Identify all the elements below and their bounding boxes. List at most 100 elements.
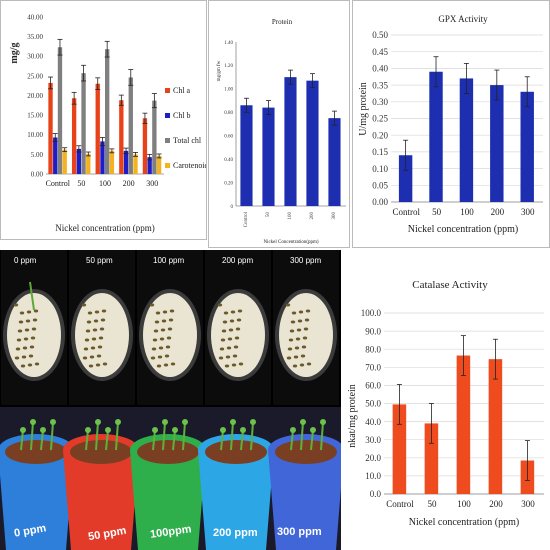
x-tick-label: 200 bbox=[310, 212, 315, 220]
y-tick-label: 0.60 bbox=[224, 134, 233, 139]
seed bbox=[296, 328, 302, 332]
seed bbox=[95, 363, 101, 367]
bucket bbox=[130, 450, 206, 550]
plant-leaf bbox=[230, 419, 236, 425]
chart-title: Protein bbox=[272, 18, 293, 26]
seed bbox=[92, 328, 98, 332]
seed bbox=[238, 362, 244, 366]
y-tick-label: 0.20 bbox=[224, 181, 233, 186]
plant-leaf bbox=[182, 419, 188, 425]
seed bbox=[31, 327, 37, 331]
bar bbox=[48, 82, 53, 174]
seed bbox=[165, 345, 171, 349]
bar bbox=[429, 71, 443, 203]
x-tick-label: Control bbox=[46, 179, 71, 188]
bucket-soil bbox=[275, 440, 337, 464]
bucket-label: 300 ppm bbox=[277, 526, 322, 538]
seed bbox=[226, 346, 232, 350]
plant-leaf bbox=[172, 427, 178, 433]
bar bbox=[284, 77, 297, 207]
legend-label: Total chl bbox=[173, 136, 202, 145]
y-tick-label: 40.00 bbox=[27, 13, 43, 21]
bar bbox=[240, 105, 253, 206]
bucket-label: 200 ppm bbox=[213, 527, 258, 539]
seed bbox=[231, 363, 237, 367]
plant bbox=[250, 421, 254, 451]
seed bbox=[152, 338, 158, 342]
y-tick-label: 30.0 bbox=[365, 435, 381, 445]
y-tick-label: 90.0 bbox=[365, 326, 381, 336]
bar bbox=[152, 100, 157, 174]
plant-leaf bbox=[300, 419, 306, 425]
legend-label: Chl a bbox=[173, 86, 191, 95]
plant-leaf bbox=[105, 427, 111, 433]
bar bbox=[109, 150, 115, 174]
seed bbox=[81, 303, 87, 307]
x-tick-label: Control bbox=[392, 207, 420, 217]
seed bbox=[294, 346, 300, 350]
seed bbox=[98, 336, 104, 340]
petri-label: 50 ppm bbox=[86, 256, 113, 265]
bar bbox=[105, 49, 110, 175]
plant-leaf bbox=[50, 419, 56, 425]
plant-leaf bbox=[310, 427, 316, 433]
seed bbox=[166, 336, 172, 340]
chart-title: Catalase Activity bbox=[412, 279, 488, 291]
plant-leaf bbox=[320, 419, 326, 425]
seed bbox=[84, 338, 90, 342]
seed bbox=[160, 328, 166, 332]
seed bbox=[15, 347, 21, 351]
legend-swatch bbox=[165, 163, 170, 168]
bucket bbox=[63, 450, 139, 550]
y-tick-label: 0.35 bbox=[372, 80, 388, 90]
plant bbox=[182, 421, 186, 451]
petri-label: 0 ppm bbox=[14, 256, 37, 265]
seed bbox=[94, 310, 100, 314]
x-tick-label: 50 bbox=[432, 207, 442, 217]
x-tick-label: 50 bbox=[428, 499, 438, 509]
bar bbox=[156, 155, 162, 174]
y-tick-label: 0.10 bbox=[372, 164, 388, 174]
seed bbox=[230, 310, 236, 314]
bar bbox=[76, 148, 82, 174]
seed bbox=[21, 355, 27, 359]
y-tick-label: 15.00 bbox=[27, 112, 43, 120]
seed bbox=[154, 320, 160, 324]
bar bbox=[53, 137, 58, 174]
bucket-soil bbox=[70, 440, 132, 464]
bar bbox=[123, 150, 129, 174]
y-tick-label: 80.0 bbox=[365, 344, 381, 354]
x-tick-label: 300 bbox=[521, 499, 535, 509]
legend-swatch bbox=[165, 88, 170, 93]
bar bbox=[133, 154, 138, 174]
plant bbox=[115, 421, 119, 451]
seed bbox=[301, 345, 307, 349]
plant bbox=[320, 421, 324, 451]
gpx-chart-panel: 0.00 0.05 0.10 0.15 0.20 0.25 0.30 0.35 0.40 0.45… bbox=[352, 0, 550, 248]
x-tick-label: 300 bbox=[332, 212, 337, 220]
y-tick-label: 1.00 bbox=[224, 88, 233, 93]
plant-leaf bbox=[20, 427, 26, 433]
seed bbox=[28, 354, 34, 358]
sprout bbox=[29, 281, 35, 311]
y-tick-label: 10.00 bbox=[27, 131, 43, 139]
bar bbox=[142, 118, 148, 174]
seed bbox=[85, 329, 91, 333]
seed bbox=[26, 310, 32, 314]
plant bbox=[85, 429, 89, 451]
legend-swatch bbox=[165, 138, 170, 143]
y-tick-label: 25.00 bbox=[27, 72, 43, 80]
plant-leaf bbox=[162, 419, 168, 425]
seed bbox=[14, 356, 20, 360]
plant bbox=[300, 421, 304, 451]
plant bbox=[172, 429, 176, 451]
seed bbox=[228, 328, 234, 332]
seed bbox=[151, 347, 157, 351]
bar bbox=[57, 47, 63, 174]
y-tick-label: 0.0 bbox=[370, 489, 382, 499]
plant bbox=[30, 421, 34, 451]
seed bbox=[235, 327, 241, 331]
gpx-chart: 0.00 0.05 0.10 0.15 0.20 0.25 0.30 0.35 0.40 0.45… bbox=[358, 14, 543, 235]
x-axis-label: Nickel concentration (ppm) bbox=[409, 517, 520, 528]
y-tick-label: 0.40 bbox=[224, 158, 233, 163]
